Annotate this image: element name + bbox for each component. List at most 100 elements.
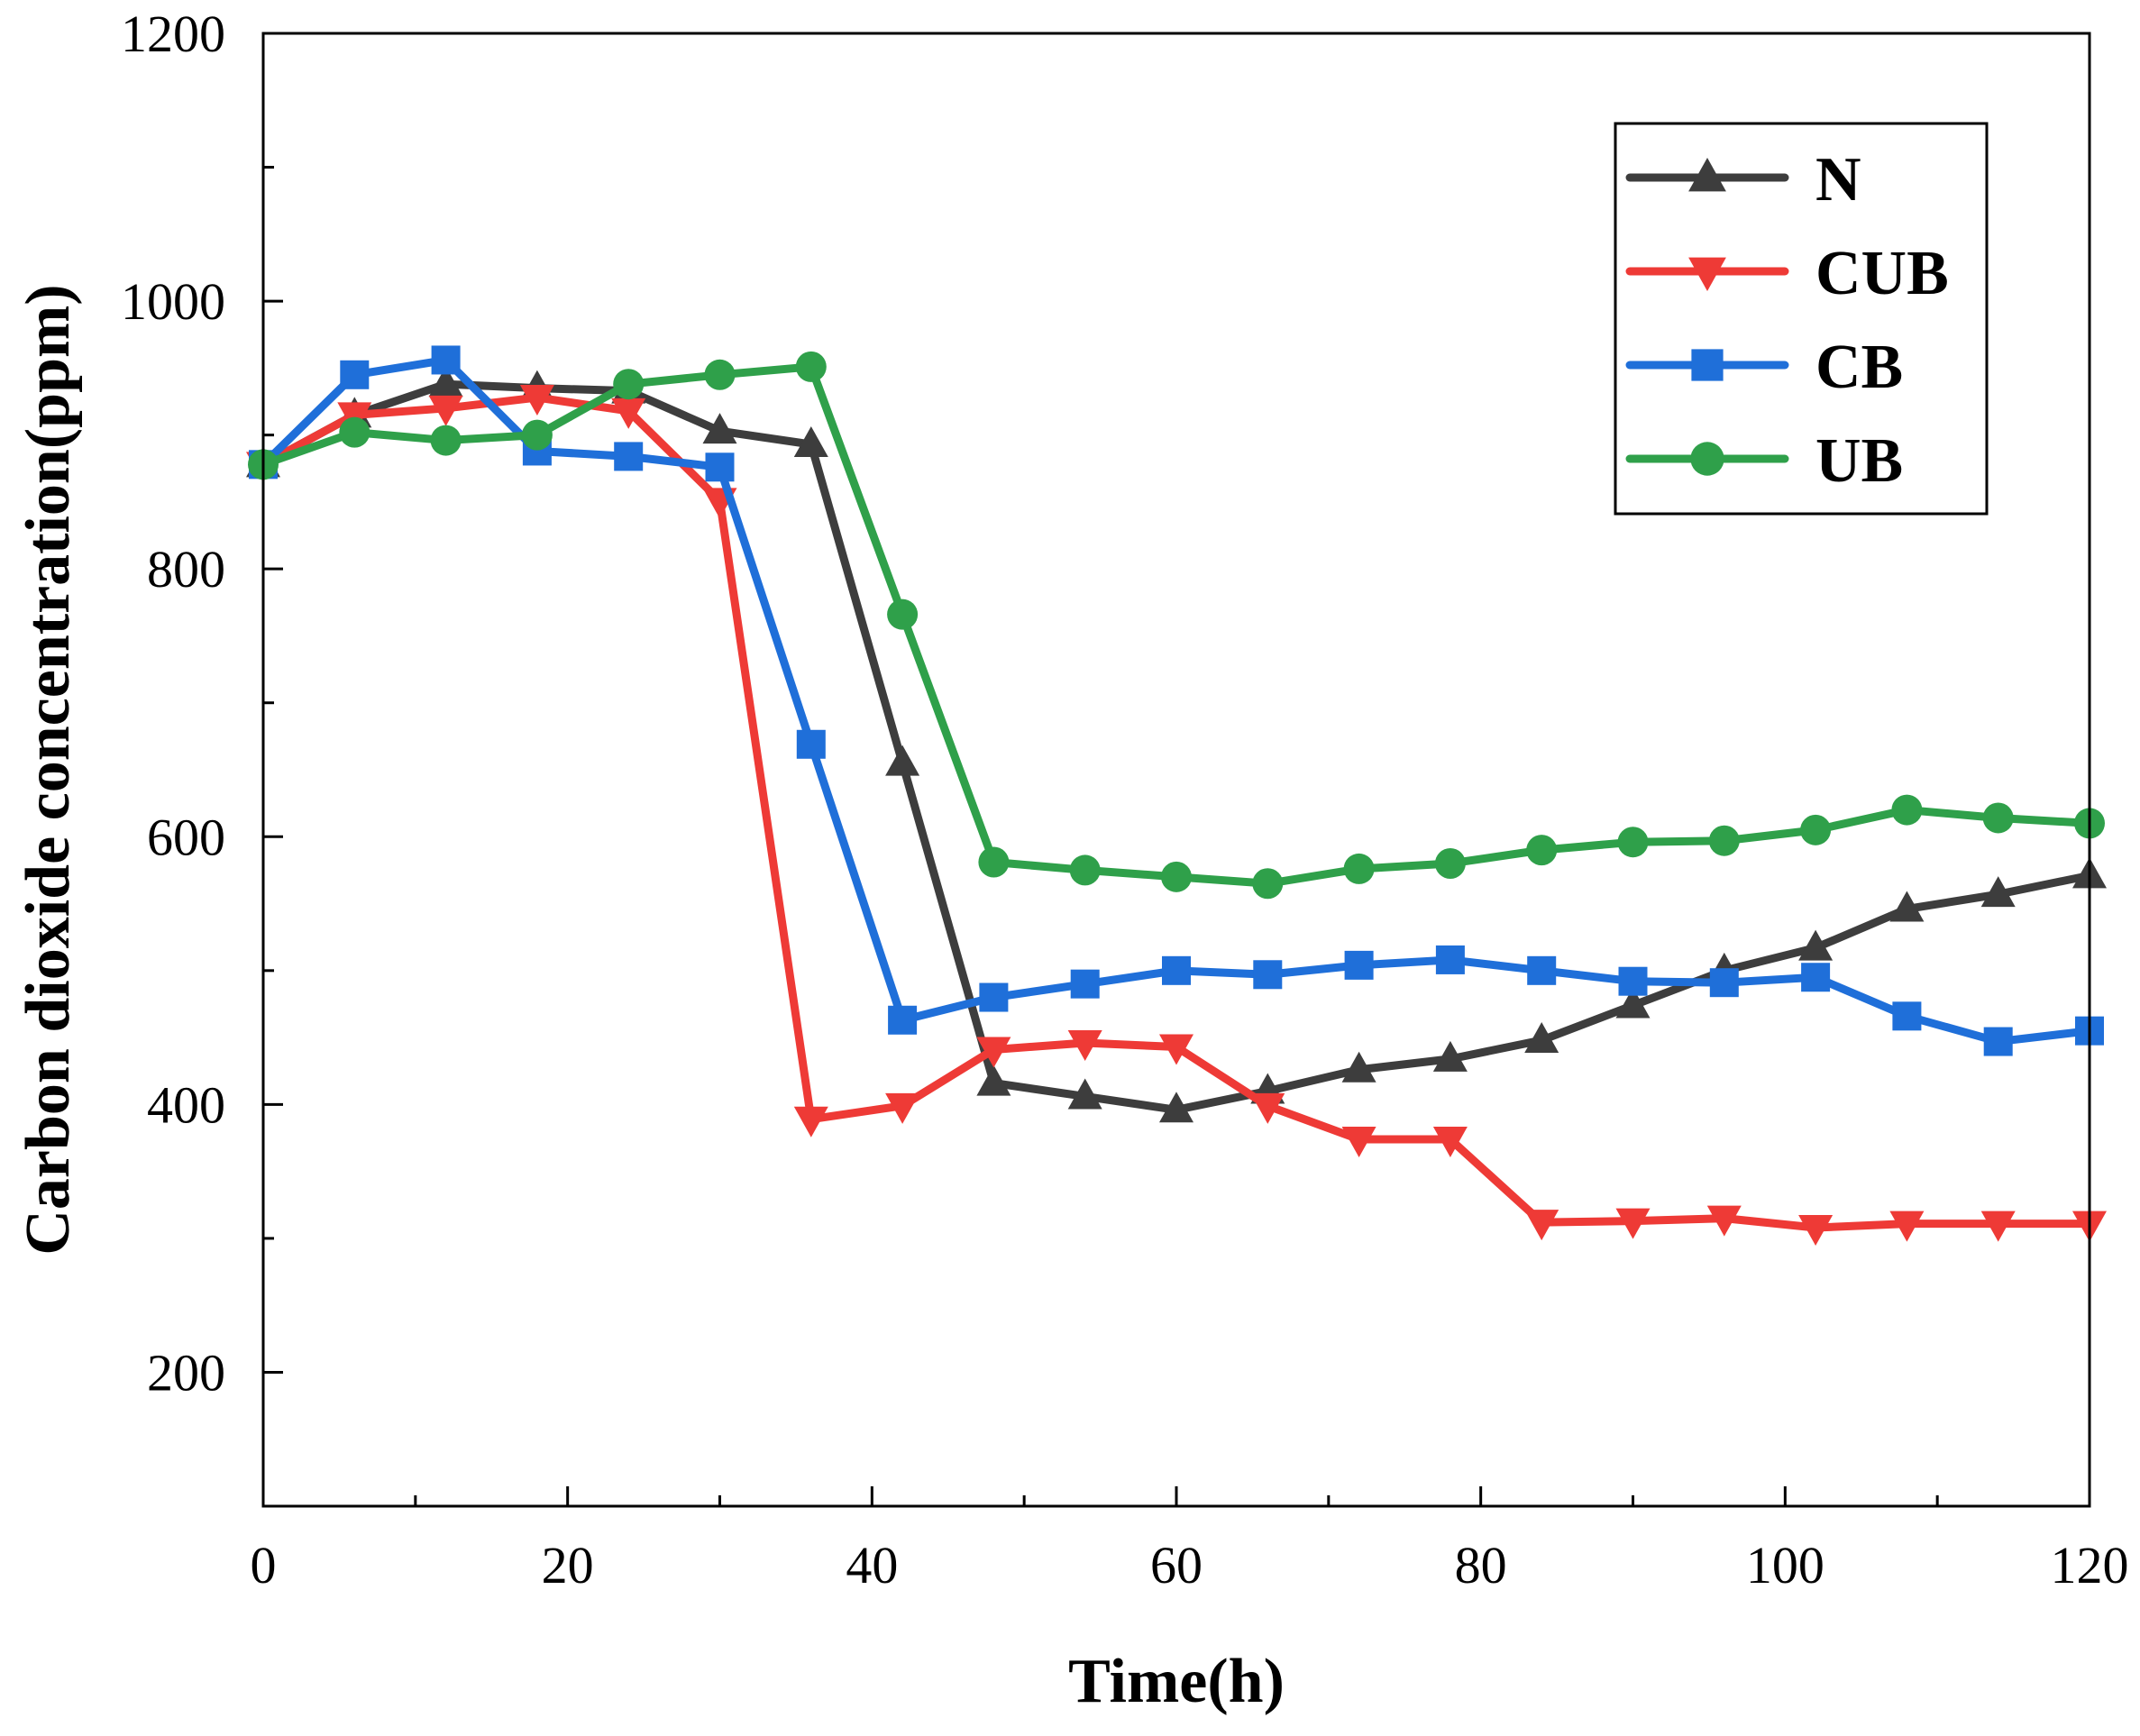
data-point-cb [614,442,644,471]
data-point-cb [1527,955,1557,985]
data-point-ub [521,419,553,451]
legend: N CUB CB UB [1614,122,1989,516]
data-point-ub [1526,835,1558,866]
data-point-n [793,426,828,458]
data-point-ub [613,369,645,400]
data-point-cb [1709,968,1739,998]
data-point-cub [1524,1210,1559,1241]
x-tick-label: 60 [1150,1536,1203,1594]
y-tick-label: 600 [147,808,225,866]
data-point-ub [1982,802,2014,834]
data-point-ub [339,416,370,448]
data-point-cub [1067,1030,1102,1062]
data-point-ub [430,425,462,456]
data-point-cb [1162,955,1191,985]
data-point-cub [428,395,463,426]
data-point-n [1341,1051,1376,1083]
y-tick-label: 1200 [121,5,225,63]
data-point-cb [888,1005,918,1035]
y-tick-label: 200 [147,1343,225,1402]
data-point-cub [611,397,646,429]
series-cub [246,385,2107,1247]
data-point-ub [1891,794,1923,826]
series-layer [246,345,2107,1247]
y-tick-label: 1000 [121,272,225,331]
data-point-ub [1252,868,1284,900]
data-point-ub [704,359,736,390]
data-point-cb [796,729,826,759]
legend-marker-ub [1690,442,1724,476]
data-point-cb [1253,960,1283,990]
data-point-cb [1618,966,1648,996]
data-point-cub [1706,1205,1742,1237]
legend-label-cub: CUB [1815,239,1949,308]
legend-item-n: N [1625,145,1861,215]
data-point-n [1159,1092,1193,1123]
x-tick-label: 20 [542,1536,594,1594]
data-point-cb [1801,963,1831,992]
data-point-ub [887,598,919,630]
data-point-n [1980,876,2016,908]
legend-marker-n [1688,158,1726,192]
data-point-cb [979,982,1009,1012]
data-point-n [976,1064,1011,1096]
data-point-n [1615,987,1651,1019]
data-point-ub [1708,825,1740,856]
data-point-ub [1069,854,1101,886]
data-point-n [1798,929,1834,961]
data-point-cub [793,1106,828,1138]
data-point-ub [1434,847,1466,879]
data-point-cub [885,1092,920,1124]
data-point-cub [1432,1126,1468,1157]
data-point-cb [1983,1027,2013,1056]
y-axis-title: Carbon dioxide concentration(ppm) [14,284,83,1255]
data-point-cub [519,385,554,416]
series-ub [248,351,2105,900]
data-point-cub [1980,1211,2016,1242]
data-point-cb [1892,1001,1922,1031]
x-axis-title: Time(h) [1068,1647,1285,1716]
data-point-ub [1343,853,1375,884]
axis-layer: 0 20 40 60 80 100 120 200 400 600 800 1000 1200 [121,5,2129,1594]
data-point-cb [431,345,461,375]
legend-marker-cb [1691,349,1724,381]
data-point-cb [340,360,370,389]
data-point-n [885,745,920,776]
data-point-n [702,413,737,444]
y-tick-label: 400 [147,1075,225,1134]
data-point-cub [1341,1126,1376,1157]
x-tick-label: 40 [846,1536,898,1594]
data-point-n [1524,1022,1559,1054]
data-point-n [428,366,463,397]
data-point-cub [1889,1211,1925,1242]
data-point-ub [1617,827,1649,858]
data-point-n [1432,1040,1468,1072]
legend-item-cub: CUB [1625,239,1949,308]
data-point-cub [1798,1215,1834,1247]
x-tick-label: 0 [251,1536,277,1594]
data-point-ub [1800,814,1832,845]
legend-item-ub: UB [1625,426,1903,496]
legend-box [1614,122,1989,516]
data-point-ub [795,351,827,382]
data-point-cb [1435,945,1465,974]
legend-label-ub: UB [1815,426,1903,496]
data-point-ub [978,846,1010,878]
data-point-cub [976,1037,1011,1068]
data-point-n [1889,891,1925,922]
legend-marker-cub [1688,257,1726,291]
legend-item-cb: CB [1625,333,1903,402]
y-tick-label: 800 [147,540,225,598]
x-tick-label: 100 [1746,1536,1824,1594]
data-point-ub [1161,861,1192,892]
data-point-cb [1070,969,1100,999]
legend-label-cb: CB [1815,333,1903,402]
data-point-cub [1250,1092,1285,1124]
data-point-cb [1344,950,1374,980]
data-point-n [1067,1078,1102,1110]
data-point-cub [1159,1034,1193,1065]
legend-label-n: N [1815,145,1861,215]
data-point-cub [1615,1208,1651,1239]
